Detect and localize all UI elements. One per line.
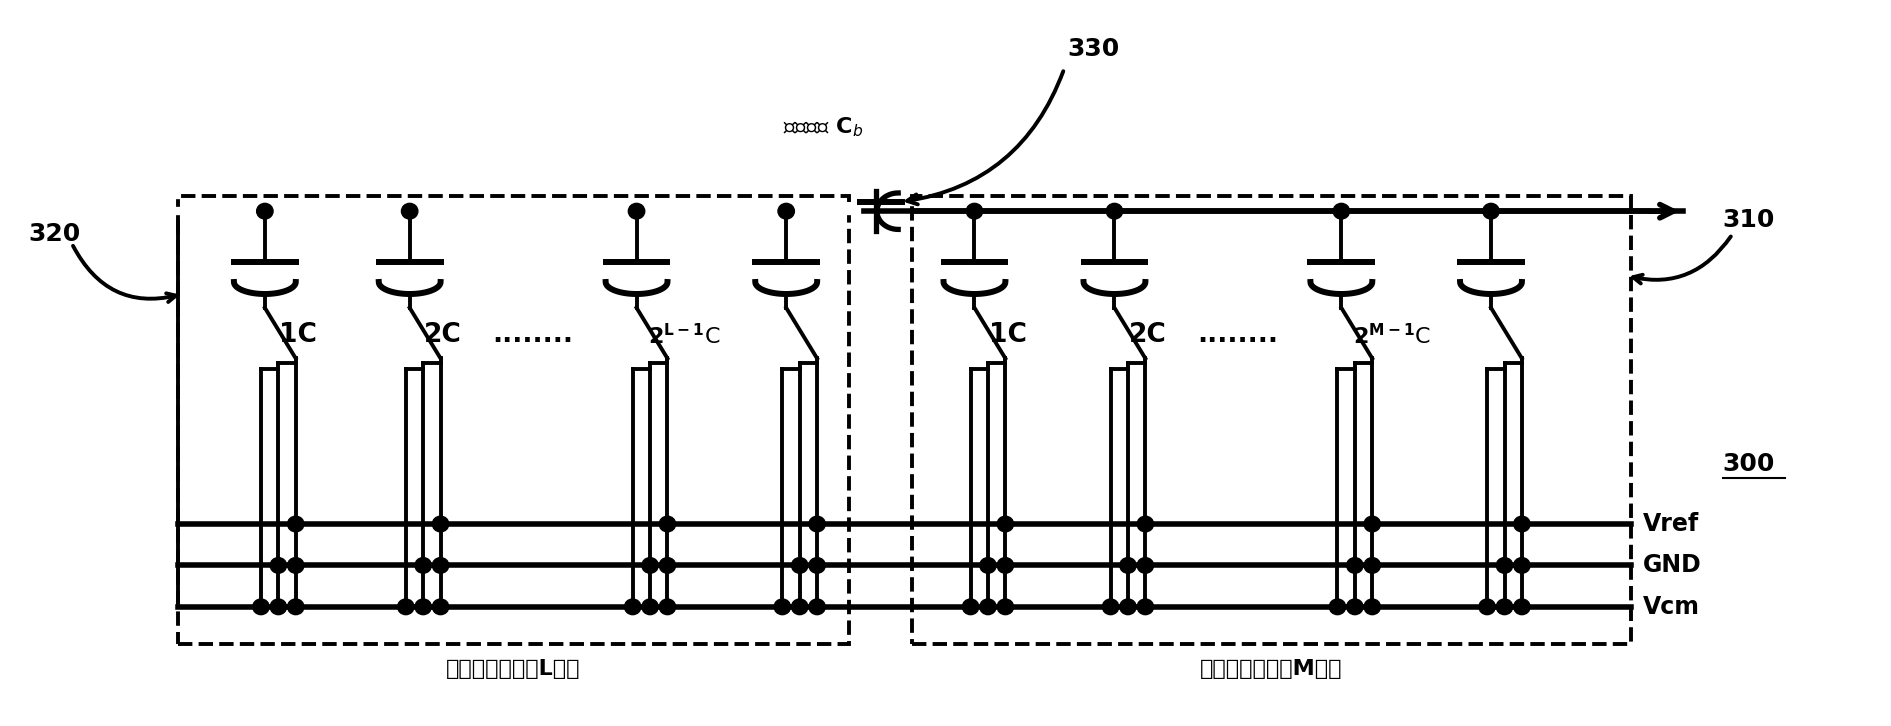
Bar bbox=[911, 195, 1630, 644]
Circle shape bbox=[792, 599, 807, 615]
Text: GND: GND bbox=[1643, 553, 1702, 577]
Text: 330: 330 bbox=[1067, 37, 1119, 61]
Circle shape bbox=[270, 599, 287, 615]
Circle shape bbox=[1483, 203, 1500, 219]
Circle shape bbox=[1346, 599, 1363, 615]
Circle shape bbox=[270, 558, 287, 574]
Text: 2C: 2C bbox=[1129, 322, 1167, 348]
Circle shape bbox=[287, 558, 304, 574]
Circle shape bbox=[1363, 558, 1380, 574]
Circle shape bbox=[414, 558, 431, 574]
Circle shape bbox=[809, 516, 824, 532]
Circle shape bbox=[660, 558, 675, 574]
Circle shape bbox=[963, 599, 980, 615]
Text: ........: ........ bbox=[1197, 322, 1278, 348]
Text: ........: ........ bbox=[492, 322, 573, 348]
Circle shape bbox=[966, 203, 983, 219]
Circle shape bbox=[1479, 599, 1496, 615]
Circle shape bbox=[660, 516, 675, 532]
Circle shape bbox=[1363, 599, 1380, 615]
Circle shape bbox=[1513, 516, 1530, 532]
Text: 1C: 1C bbox=[989, 322, 1027, 348]
Circle shape bbox=[809, 558, 824, 574]
Bar bbox=[178, 195, 849, 644]
Circle shape bbox=[1119, 558, 1136, 574]
Text: $\mathbf{2^{L-1}}$C: $\mathbf{2^{L-1}}$C bbox=[649, 323, 720, 348]
Circle shape bbox=[660, 599, 675, 615]
Text: 低位电容阵列（L位）: 低位电容阵列（L位） bbox=[446, 659, 581, 680]
Circle shape bbox=[792, 558, 807, 574]
Text: 320: 320 bbox=[28, 222, 81, 246]
Circle shape bbox=[1363, 516, 1380, 532]
Text: Vcm: Vcm bbox=[1643, 595, 1700, 619]
Circle shape bbox=[997, 599, 1014, 615]
Circle shape bbox=[1513, 558, 1530, 574]
Circle shape bbox=[1119, 599, 1136, 615]
Circle shape bbox=[980, 558, 997, 574]
Circle shape bbox=[414, 599, 431, 615]
Circle shape bbox=[1346, 558, 1363, 574]
Circle shape bbox=[1136, 558, 1154, 574]
Text: 300: 300 bbox=[1723, 452, 1776, 476]
Circle shape bbox=[809, 599, 824, 615]
Circle shape bbox=[1136, 516, 1154, 532]
Circle shape bbox=[257, 203, 272, 219]
Circle shape bbox=[628, 203, 645, 219]
Circle shape bbox=[1136, 599, 1154, 615]
Text: $\mathbf{2^{M-1}}$C: $\mathbf{2^{M-1}}$C bbox=[1352, 323, 1431, 348]
Circle shape bbox=[997, 558, 1014, 574]
Circle shape bbox=[773, 599, 790, 615]
Circle shape bbox=[997, 516, 1014, 532]
Text: 2C: 2C bbox=[424, 322, 461, 348]
Circle shape bbox=[401, 203, 418, 219]
Circle shape bbox=[1329, 599, 1346, 615]
Circle shape bbox=[1513, 599, 1530, 615]
Circle shape bbox=[980, 599, 997, 615]
Circle shape bbox=[1496, 599, 1513, 615]
Text: Vref: Vref bbox=[1643, 512, 1698, 536]
Circle shape bbox=[641, 558, 658, 574]
Text: 高位电容阵列（M位）: 高位电容阵列（M位） bbox=[1201, 659, 1343, 680]
Circle shape bbox=[433, 558, 448, 574]
Circle shape bbox=[1496, 558, 1513, 574]
Circle shape bbox=[624, 599, 641, 615]
Text: 1C: 1C bbox=[280, 322, 318, 348]
Circle shape bbox=[777, 203, 794, 219]
Circle shape bbox=[287, 516, 304, 532]
Circle shape bbox=[433, 599, 448, 615]
Text: 310: 310 bbox=[1723, 208, 1776, 232]
Circle shape bbox=[1106, 203, 1123, 219]
Text: 桥接电容 C$_b$: 桥接电容 C$_b$ bbox=[783, 116, 862, 139]
Circle shape bbox=[287, 599, 304, 615]
Circle shape bbox=[433, 516, 448, 532]
Circle shape bbox=[397, 599, 414, 615]
Circle shape bbox=[1333, 203, 1350, 219]
Circle shape bbox=[1102, 599, 1119, 615]
Circle shape bbox=[253, 599, 269, 615]
Circle shape bbox=[641, 599, 658, 615]
